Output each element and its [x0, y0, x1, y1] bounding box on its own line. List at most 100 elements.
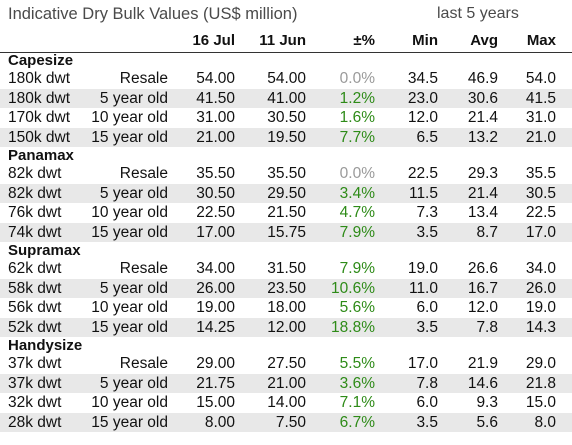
- min-value-cell: 3.5: [416, 318, 438, 336]
- header-avg: Avg: [470, 32, 498, 49]
- column-header-row: 16 Jul 11 Jun ±% Min Avg Max: [0, 30, 572, 53]
- table-row: 180k dwt Resale 54.00 54.00 0.0% 34.5 46.9 54.0: [0, 69, 572, 89]
- vessel-age-cell: 10 year old: [91, 299, 168, 316]
- change-percent-cell: 4.7%: [339, 204, 375, 221]
- table-title: Indicative Dry Bulk Values (US$ million): [8, 5, 298, 23]
- avg-value-cell: 21.9: [467, 355, 498, 372]
- max-value-cell: 17.0: [525, 223, 556, 241]
- change-percent-cell: 5.5%: [339, 355, 375, 372]
- table-row: 150k dwt 15 year old 21.00 19.50 7.7% 6.5 13.2…: [0, 127, 572, 147]
- max-value-cell: 8.0: [534, 413, 556, 431]
- min-value-cell: 6.0: [416, 394, 438, 411]
- table-row: 37k dwt 5 year old 21.75 21.00 3.6% 7.8 14.6 21…: [0, 373, 572, 393]
- avg-value-cell: 16.7: [467, 279, 498, 297]
- previous-value-cell: 14.00: [267, 394, 306, 411]
- current-value-cell: 35.50: [196, 165, 235, 182]
- previous-value-cell: 7.50: [275, 413, 306, 431]
- max-value-cell: 22.5: [525, 204, 556, 221]
- vessel-age-cell: 15 year old: [91, 128, 168, 146]
- previous-value-cell: 29.50: [267, 184, 306, 202]
- current-value-cell: 30.50: [196, 184, 235, 202]
- current-value-cell: 8.00: [204, 413, 235, 431]
- change-percent-cell: 7.9%: [339, 223, 375, 241]
- vessel-size-cell: 150k dwt: [8, 128, 71, 146]
- min-value-cell: 34.5: [407, 70, 438, 87]
- section-heading-panamax: Panamax: [8, 147, 74, 164]
- section-heading-handysize: Handysize: [8, 337, 83, 354]
- previous-value-cell: 19.50: [267, 128, 306, 146]
- title-row: Indicative Dry Bulk Values (US$ million)…: [0, 0, 572, 30]
- previous-value-cell: 54.00: [267, 70, 306, 87]
- current-value-cell: 14.25: [196, 318, 235, 336]
- table-row: 56k dwt 10 year old 19.00 18.00 5.6% 6.0 12.0 1…: [0, 298, 572, 318]
- previous-value-cell: 21.50: [267, 204, 306, 221]
- vessel-size-cell: 32k dwt: [8, 394, 62, 411]
- change-percent-cell: 7.9%: [339, 260, 375, 277]
- change-percent-cell: 6.7%: [339, 413, 375, 431]
- section-heading-capesize: Capesize: [8, 52, 74, 69]
- previous-value-cell: 31.50: [267, 260, 306, 277]
- previous-value-cell: 21.00: [267, 374, 306, 392]
- current-value-cell: 21.00: [196, 128, 235, 146]
- table-row: 170k dwt 10 year old 31.00 30.50 1.6% 12.0 21.…: [0, 108, 572, 128]
- table-row: 82k dwt 5 year old 30.50 29.50 3.4% 11.5 21.4 3…: [0, 183, 572, 203]
- previous-value-cell: 35.50: [267, 165, 306, 182]
- header-min: Min: [412, 32, 438, 49]
- table-row: 37k dwt Resale 29.00 27.50 5.5% 17.0 21.9 29.0: [0, 354, 572, 374]
- avg-value-cell: 8.7: [476, 223, 498, 241]
- max-value-cell: 21.0: [525, 128, 556, 146]
- vessel-size-cell: 58k dwt: [8, 279, 62, 297]
- vessel-age-cell: 5 year old: [99, 184, 168, 202]
- change-percent-cell: 7.7%: [339, 128, 375, 146]
- max-value-cell: 35.5: [525, 165, 556, 182]
- avg-value-cell: 21.4: [467, 184, 498, 202]
- avg-value-cell: 14.6: [467, 374, 498, 392]
- avg-value-cell: 46.9: [467, 70, 498, 87]
- min-value-cell: 11.5: [408, 184, 438, 202]
- section-heading-supramax: Supramax: [8, 242, 81, 259]
- previous-value-cell: 23.50: [267, 279, 306, 297]
- vessel-size-cell: 82k dwt: [8, 184, 62, 202]
- previous-value-cell: 41.00: [267, 89, 306, 107]
- current-value-cell: 29.00: [196, 355, 235, 372]
- vessel-size-cell: 56k dwt: [8, 299, 62, 316]
- current-value-cell: 26.00: [196, 279, 235, 297]
- avg-value-cell: 29.3: [467, 165, 498, 182]
- previous-value-cell: 27.50: [267, 355, 306, 372]
- vessel-age-cell: 10 year old: [91, 394, 168, 411]
- vessel-age-cell: Resale: [119, 260, 168, 277]
- min-value-cell: 7.8: [416, 374, 438, 392]
- min-value-cell: 12.0: [407, 109, 438, 126]
- change-percent-cell: 3.4%: [339, 184, 375, 202]
- avg-value-cell: 30.6: [467, 89, 498, 107]
- current-value-cell: 41.50: [196, 89, 235, 107]
- min-value-cell: 6.0: [416, 299, 438, 316]
- min-value-cell: 6.5: [416, 128, 438, 146]
- max-value-cell: 54.0: [525, 70, 556, 87]
- min-value-cell: 23.0: [407, 89, 438, 107]
- current-value-cell: 54.00: [196, 70, 235, 87]
- previous-value-cell: 12.00: [267, 318, 306, 336]
- current-value-cell: 19.00: [196, 299, 235, 316]
- vessel-size-cell: 82k dwt: [8, 165, 62, 182]
- max-value-cell: 34.0: [525, 260, 556, 277]
- table-row: 180k dwt 5 year old 41.50 41.00 1.2% 23.0 30.6…: [0, 88, 572, 108]
- table-row: 52k dwt 15 year old 14.25 12.00 18.8% 3.5 7.8 1…: [0, 317, 572, 337]
- vessel-age-cell: 15 year old: [91, 318, 168, 336]
- current-value-cell: 15.00: [196, 394, 235, 411]
- previous-value-cell: 30.50: [267, 109, 306, 126]
- vessel-size-cell: 180k dwt: [8, 89, 71, 107]
- change-percent-cell: 1.2%: [339, 89, 375, 107]
- max-value-cell: 15.0: [525, 394, 556, 411]
- current-value-cell: 31.00: [196, 109, 235, 126]
- vessel-size-cell: 76k dwt: [8, 204, 62, 221]
- vessel-size-cell: 37k dwt: [8, 355, 62, 372]
- avg-value-cell: 21.4: [467, 109, 498, 126]
- avg-value-cell: 12.0: [467, 299, 498, 316]
- avg-value-cell: 7.8: [476, 318, 498, 336]
- vessel-size-cell: 37k dwt: [8, 374, 62, 392]
- min-value-cell: 19.0: [407, 260, 438, 277]
- header-max: Max: [526, 32, 556, 49]
- current-value-cell: 17.00: [196, 223, 235, 241]
